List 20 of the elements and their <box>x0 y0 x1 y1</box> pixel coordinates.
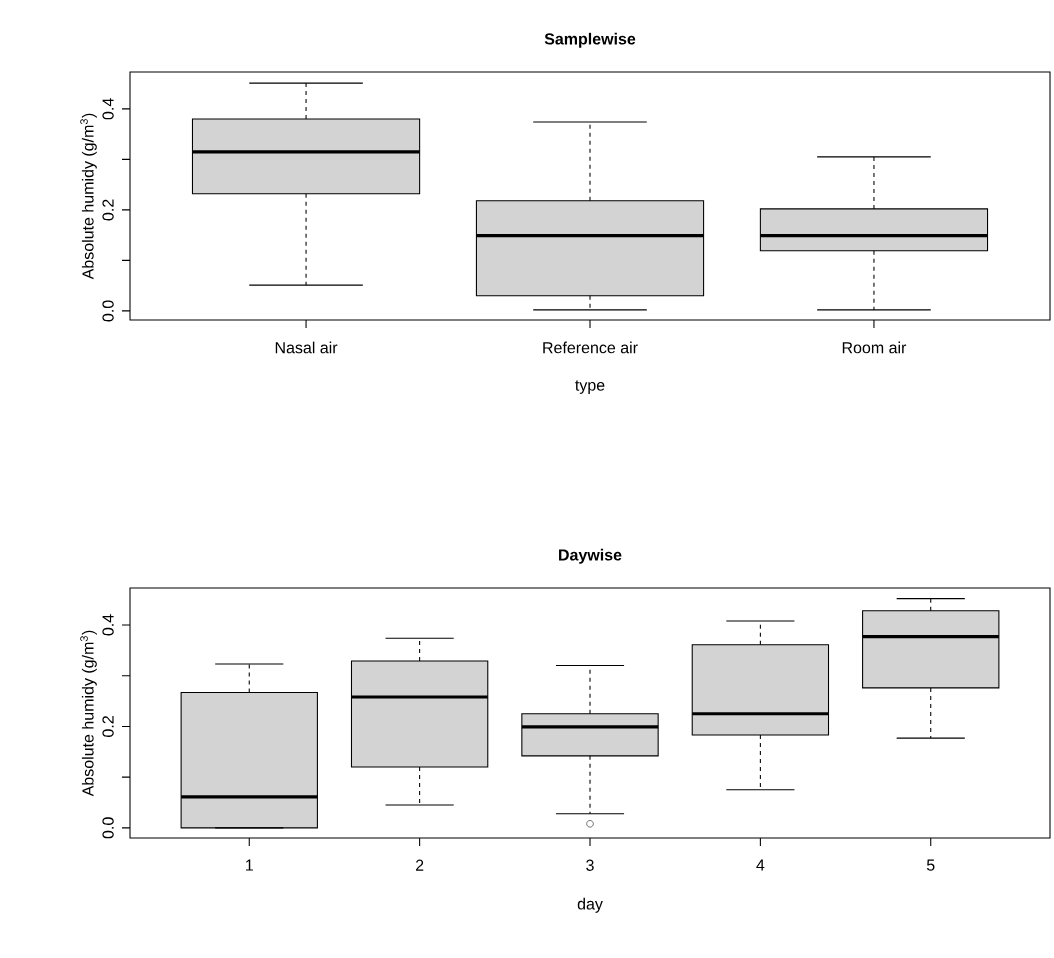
x-tick-label: 3 <box>586 859 594 871</box>
y-tick-label: 0.4 <box>102 614 114 636</box>
y-axis-title: Absolute humidy (g/m$^{3}$) <box>80 630 97 797</box>
y-tick-label: 0.0 <box>102 817 114 839</box>
x-tick-label: 5 <box>926 859 935 871</box>
x-tick-label: 1 <box>246 859 253 871</box>
y-tick-label: 0.2 <box>102 716 114 737</box>
y-axis-title: Absolute humidy (g/m$^{3}$) <box>80 113 97 280</box>
x-tick-label: 4 <box>756 859 765 871</box>
y-tick-label: 0.4 <box>102 98 114 120</box>
x-tick-label: Nasal air <box>275 341 338 354</box>
chart-title: Daywise <box>559 548 622 564</box>
chart-title: Samplewise <box>544 32 636 48</box>
y-tick-label: 0.2 <box>102 199 114 221</box>
x-axis-title: type <box>575 380 605 394</box>
x-tick-label: 2 <box>415 859 424 871</box>
x-tick-label: Reference air <box>543 341 638 354</box>
x-axis-title: day <box>577 897 603 913</box>
y-tick-label: 0.0 <box>102 300 114 322</box>
x-tick-label: Room air <box>842 341 907 354</box>
